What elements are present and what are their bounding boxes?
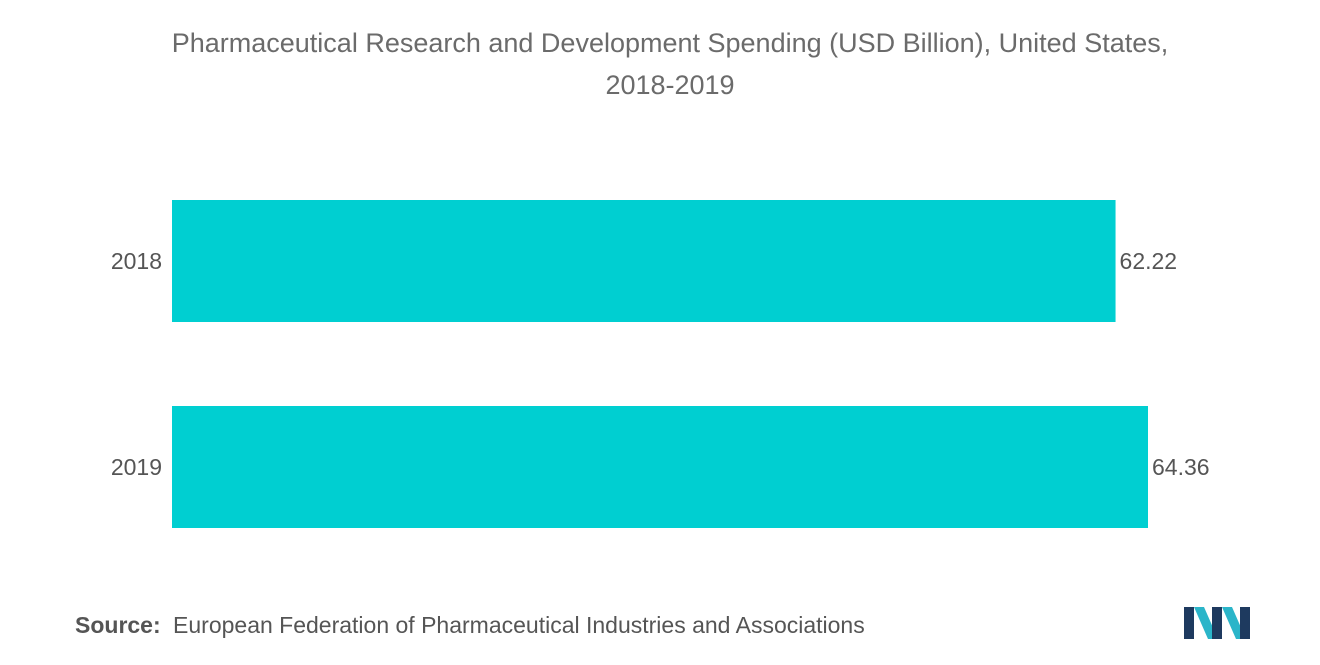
bar-2018	[172, 200, 1116, 322]
source-text: European Federation of Pharmaceutical In…	[173, 612, 865, 638]
mordor-intelligence-logo-icon	[1184, 607, 1250, 639]
chart-title-line-1: Pharmaceutical Research and Development …	[171, 28, 1169, 58]
source-footer: Source: European Federation of Pharmaceu…	[75, 612, 865, 639]
source-label: Source:	[75, 612, 161, 638]
category-label-2018: 2018	[111, 248, 162, 274]
chart-title-line-2: 2018-2019	[605, 70, 735, 100]
chart-title: Pharmaceutical Research and Development …	[60, 22, 1280, 106]
category-label-2019: 2019	[111, 454, 162, 480]
bar-chart: 2018 62.22 2019 64.36	[111, 200, 1210, 528]
value-label-2018: 62.22	[1120, 248, 1178, 274]
bars-group: 2018 62.22 2019 64.36	[111, 200, 1210, 528]
value-label-2019: 64.36	[1152, 454, 1210, 480]
bar-2019	[172, 406, 1148, 528]
